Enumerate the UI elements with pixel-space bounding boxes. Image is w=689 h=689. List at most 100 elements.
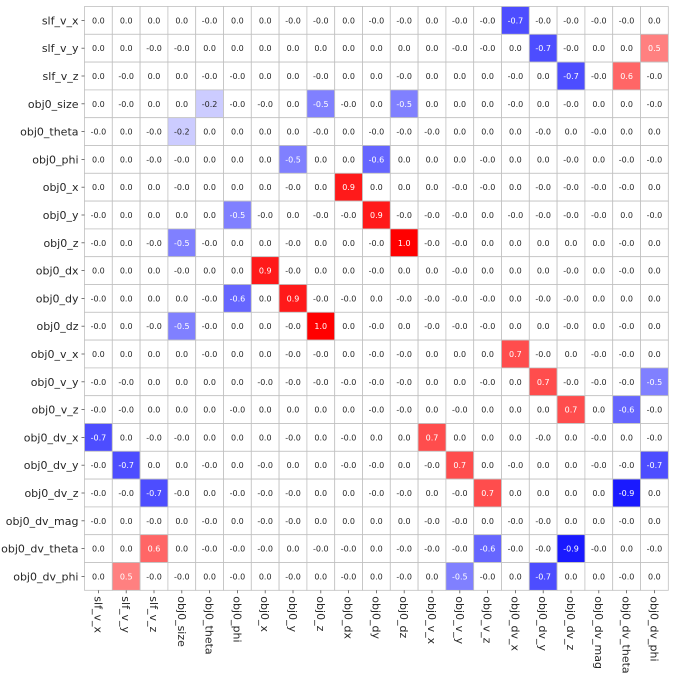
cell-value-label: 0.0 (203, 406, 216, 415)
heatmap-cell (640, 256, 669, 285)
heatmap-cell (278, 395, 308, 424)
cell-value-label: -0.0 (230, 572, 246, 581)
row-tick-label: obj0_v_x (31, 348, 79, 361)
row-tick-label: slf_v_y (42, 42, 79, 55)
cell-value-label: 0.0 (314, 433, 327, 442)
cell-value-label: 0.0 (592, 155, 605, 164)
heatmap-cell (223, 33, 252, 63)
cell-value-label: 0.0 (592, 322, 605, 331)
column-tick-label: obj0_dv_theta (620, 596, 633, 673)
heatmap-cell (250, 256, 280, 285)
heatmap-cell (362, 562, 391, 591)
heatmap-cell (334, 89, 363, 119)
heatmap-cell (417, 450, 447, 480)
heatmap-cell (362, 506, 391, 536)
cell-value-label: 0.0 (565, 489, 578, 498)
cell-value-label: 0.0 (426, 155, 439, 164)
cell-value-label: 0.5 (648, 44, 661, 53)
cell-value-label: 0.0 (314, 572, 327, 581)
row-tick-label: obj0_dv_phi (13, 570, 78, 583)
cell-value-label: 0.0 (426, 16, 439, 25)
cell-value-label: 0.0 (620, 100, 633, 109)
heatmap-cell (389, 6, 419, 35)
heatmap-cell (278, 450, 308, 480)
heatmap-cell (195, 478, 224, 508)
cell-value-label: -0.0 (341, 294, 357, 303)
cell-value-label: -0.0 (285, 239, 301, 248)
heatmap-cell (84, 172, 113, 202)
heatmap-cell (223, 395, 252, 424)
cell-value-label: 0.0 (203, 433, 216, 442)
cell-value-label: 0.0 (259, 155, 272, 164)
heatmap-cell (306, 367, 336, 397)
column-tick-label: obj0_dv_phi (647, 596, 660, 661)
heatmap-cell (250, 61, 280, 91)
cell-value-label: 0.0 (120, 128, 133, 137)
heatmap-cell (111, 506, 141, 536)
heatmap-cell (84, 200, 113, 230)
cell-value-label: -0.0 (313, 72, 329, 81)
cell-value-label: 0.7 (537, 378, 550, 387)
cell-value-label: -0.0 (146, 128, 162, 137)
cell-value-label: 0.0 (620, 211, 633, 220)
cell-value-label: 1.0 (314, 322, 327, 331)
cell-value-label: 0.0 (148, 378, 161, 387)
cell-value-label: 0.0 (342, 267, 355, 276)
heatmap-cell (640, 534, 669, 563)
heatmap-cell (362, 423, 391, 452)
cell-value-label: 0.0 (481, 211, 494, 220)
heatmap-cell (612, 562, 641, 591)
heatmap-cell (84, 117, 113, 146)
cell-value-label: 0.0 (426, 350, 439, 359)
heatmap-cell (195, 89, 224, 119)
heatmap-cell (556, 6, 586, 35)
cell-value-label: -0.0 (424, 294, 440, 303)
heatmap-cell (362, 61, 391, 91)
heatmap-cell (278, 200, 308, 230)
cell-value-label: 0.0 (342, 16, 355, 25)
cell-value-label: 0.0 (287, 100, 300, 109)
heatmap-cell (278, 228, 308, 258)
row-tick-label: slf_v_x (42, 14, 79, 27)
cell-value-label: 0.0 (120, 183, 133, 192)
cell-value-label: -0.0 (452, 294, 468, 303)
cell-value-label: 0.0 (231, 128, 244, 137)
heatmap-cell (111, 284, 141, 313)
cell-value-label: 0.0 (565, 433, 578, 442)
heatmap-cell (612, 6, 641, 35)
cell-value-label: 0.0 (342, 517, 355, 526)
heatmap-cell (389, 172, 419, 202)
heatmap-cell (278, 256, 308, 285)
cell-value-label: 0.0 (648, 128, 661, 137)
cell-value-label: 0.0 (120, 44, 133, 53)
cell-value-label: -0.0 (647, 155, 663, 164)
cell-value-label: -0.0 (535, 545, 551, 554)
cell-value-label: 0.0 (481, 128, 494, 137)
cell-value-label: -0.0 (396, 211, 412, 220)
heatmap-cell (556, 423, 586, 452)
heatmap-cell (389, 61, 419, 91)
cell-value-label: 0.0 (537, 72, 550, 81)
heatmap-cell (334, 534, 363, 563)
heatmap-cell (501, 506, 530, 536)
heatmap-cell (223, 478, 252, 508)
cell-value-label: -0.0 (230, 100, 246, 109)
cell-value-label: 0.0 (120, 267, 133, 276)
row-tick-label: slf_v_z (43, 70, 79, 83)
cell-value-label: 0.0 (592, 572, 605, 581)
column-labels: slf_v_x slf_v_y slf_v_z obj0_size obj0_theta… (91, 590, 660, 674)
cell-value-label: 0.0 (120, 545, 133, 554)
cell-value-label: 0.0 (481, 267, 494, 276)
heatmap-cell (473, 284, 502, 313)
heatmap-cell (584, 534, 614, 563)
cell-value-label: -0.0 (285, 183, 301, 192)
heatmap-cell (334, 6, 363, 35)
heatmap-cell (640, 395, 669, 424)
heatmap-cell (195, 395, 224, 424)
cell-value-label: -0.0 (285, 322, 301, 331)
cell-value-label: -0.0 (313, 545, 329, 554)
cell-value-label: -0.0 (452, 183, 468, 192)
heatmap-cell (389, 478, 419, 508)
column-tick-label: obj0_dv_y (536, 596, 549, 651)
cell-value-label: -0.0 (480, 294, 496, 303)
